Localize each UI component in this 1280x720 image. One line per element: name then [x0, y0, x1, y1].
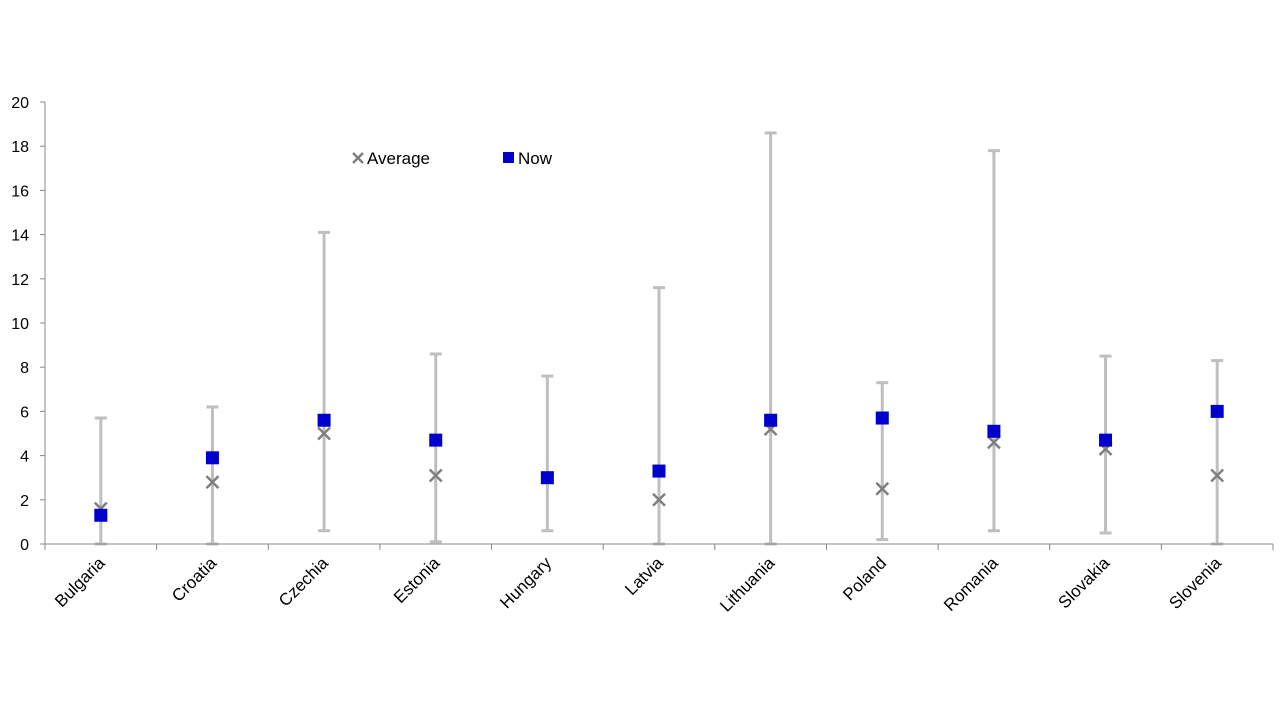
y-tick-label: 16: [11, 183, 29, 200]
now-point: [764, 413, 778, 427]
x-tick-label: Czechia: [275, 553, 332, 610]
x-tick-label: Slovakia: [1054, 553, 1113, 612]
x-tick-label: Lithuania: [716, 553, 779, 616]
x-tick-label: Croatia: [168, 553, 221, 606]
average-point: [205, 475, 220, 490]
y-tick-label: 20: [11, 95, 29, 112]
now-point: [1099, 433, 1113, 447]
legend-now-marker: [503, 152, 514, 163]
y-tick-label: 4: [20, 449, 29, 466]
now-point: [987, 424, 1001, 438]
legend: Average Now: [352, 149, 553, 168]
y-tick-label: 2: [20, 493, 29, 510]
legend-now-label: Now: [518, 149, 553, 168]
now-point: [652, 464, 666, 478]
y-tick-label: 12: [11, 272, 29, 289]
x-tick-label: Latvia: [621, 553, 667, 599]
now-point: [540, 471, 554, 485]
range-bars: [94, 131, 1224, 546]
x-tick-label: Slovenia: [1165, 553, 1225, 613]
x-tick-label: Hungary: [496, 553, 555, 612]
now-point: [317, 413, 331, 427]
average-point: [1210, 468, 1225, 483]
x-tick-label: Bulgaria: [51, 553, 109, 611]
y-tick-label: 14: [11, 228, 29, 245]
y-tick-label: 0: [20, 537, 29, 554]
now-point: [205, 451, 219, 465]
y-tick-label: 10: [11, 316, 29, 333]
y-tick-label: 18: [11, 139, 29, 156]
legend-average-x: [352, 152, 364, 164]
average-point: [428, 468, 443, 483]
now-point: [875, 411, 889, 425]
average-point: [875, 481, 890, 496]
x-ticks: Bulgaria Croatia Czechia Estonia Hungary Latv…: [44, 544, 1274, 616]
legend-average-label: Average: [367, 149, 430, 168]
y-tick-label: 6: [20, 404, 29, 421]
legend-item-now: Now: [503, 149, 553, 168]
now-markers: [94, 404, 1224, 522]
y-ticks: 0 2 4 6 8 10 12 14 16 18 20: [11, 95, 45, 554]
x-tick-label: Estonia: [390, 553, 444, 607]
average-point: [987, 435, 1001, 450]
now-point: [429, 433, 443, 447]
average-point: [317, 426, 331, 441]
legend-item-average: Average: [352, 149, 430, 168]
now-point: [94, 508, 108, 522]
average-point: [652, 492, 666, 507]
now-point: [1210, 404, 1224, 418]
y-tick-label: 8: [20, 360, 29, 377]
legend-average-marker: [352, 152, 364, 164]
x-tick-label: Romania: [940, 553, 1002, 615]
x-tick-label: Poland: [839, 553, 890, 604]
